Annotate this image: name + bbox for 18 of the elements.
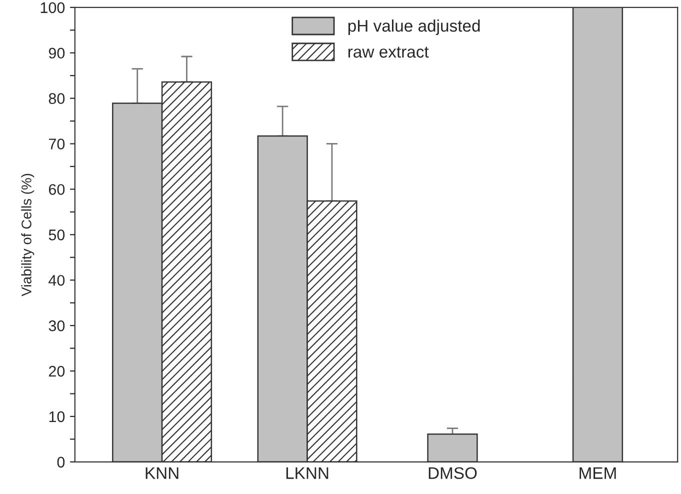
x-tick-label: KNN — [146, 467, 178, 479]
y-tick-label: 20 — [48, 366, 65, 377]
y-tick-label: 60 — [48, 184, 65, 195]
legend-label: raw extract — [348, 46, 429, 58]
legend-label: pH value adjusted — [348, 20, 480, 36]
y-tick-label: 0 — [57, 456, 65, 468]
y-axis-title: Viability of Cells (%) — [21, 174, 34, 296]
y-tick-label: 30 — [48, 320, 65, 332]
y-tick-label: 80 — [48, 93, 65, 104]
y-tick-label: 10 — [49, 411, 65, 422]
y-tick-label: 100 — [40, 2, 65, 14]
y-tick-label: 40 — [48, 274, 65, 286]
x-tick-label: LKNN — [286, 467, 328, 479]
y-tick-label: 70 — [48, 138, 65, 150]
y-tick-label: 90 — [48, 48, 65, 59]
x-tick-label: DMSO — [428, 467, 477, 479]
x-tick-label: MEM — [580, 467, 616, 479]
y-tick-label: 50 — [48, 230, 65, 240]
